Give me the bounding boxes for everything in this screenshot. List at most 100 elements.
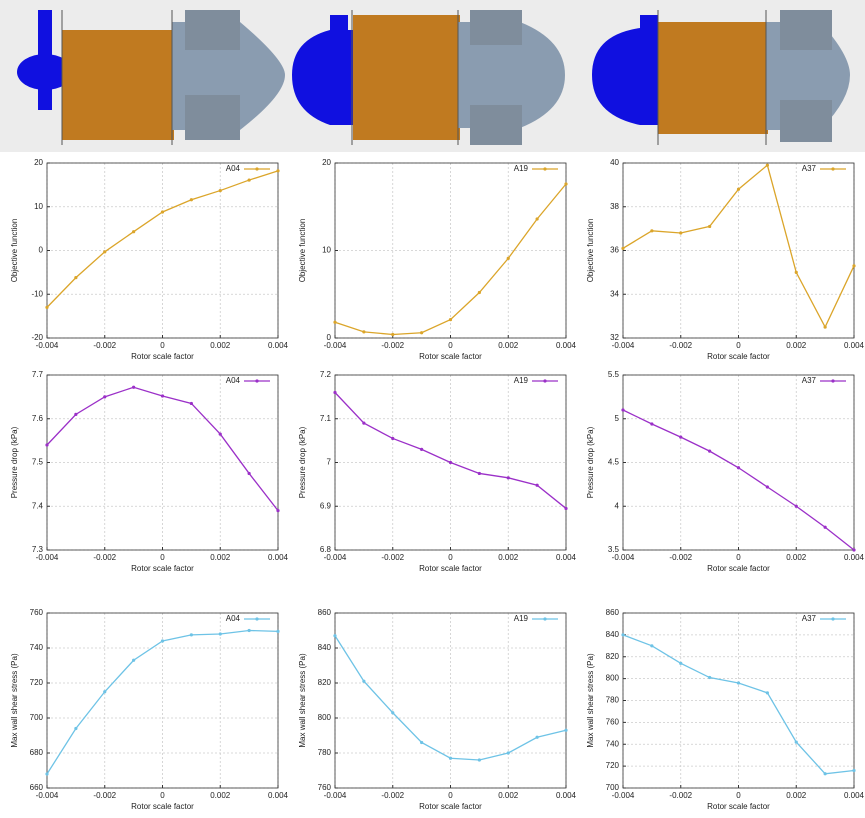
y-tick-label: 4	[615, 501, 620, 510]
point	[132, 386, 135, 389]
y-tick-label: 760	[318, 783, 332, 792]
y-tick-label: 820	[318, 678, 332, 687]
point	[333, 321, 336, 324]
y-tick-label: 760	[30, 608, 44, 617]
y-tick-label: 0	[327, 333, 332, 342]
point	[852, 548, 855, 551]
point	[621, 247, 624, 250]
y-axis-label: Max wall shear stress (Pa)	[298, 653, 307, 748]
y-tick-label: 700	[606, 783, 620, 792]
figure: -0.004 -0.002 0 0.002 0.004 -20 -10 0 10 20 Rotor …	[0, 0, 865, 818]
y-tick-label: 20	[322, 158, 331, 167]
y-axis-label: Objective function	[298, 219, 307, 283]
point	[708, 676, 711, 679]
y-tick-label: 860	[318, 608, 332, 617]
point	[507, 476, 510, 479]
y-tick-label: 3.5	[608, 545, 620, 554]
x-tick-label: 0	[736, 341, 741, 350]
point	[362, 680, 365, 683]
point	[362, 330, 365, 333]
y-tick-label: 740	[30, 643, 44, 652]
point	[420, 448, 423, 451]
y-tick-label: -10	[31, 289, 43, 298]
x-tick-label: 0.002	[210, 553, 231, 562]
point	[248, 178, 251, 181]
point	[74, 727, 77, 730]
point	[795, 271, 798, 274]
x-tick-label: -0.004	[612, 553, 635, 562]
x-axis-label: Rotor scale factor	[707, 564, 770, 573]
point	[276, 509, 279, 512]
y-tick-label: 38	[610, 202, 619, 211]
point	[737, 188, 740, 191]
y-tick-label: 6.8	[320, 545, 332, 554]
x-tick-label: -0.004	[612, 341, 635, 350]
x-tick-label: 0.002	[210, 791, 231, 800]
y-tick-label: 6.9	[320, 501, 332, 510]
point	[190, 198, 193, 201]
chart: -0.004-0.00200.0020.00476078080082084086…	[298, 608, 576, 811]
point	[333, 634, 336, 637]
chart: -0.004-0.00200.0020.0047.37.47.57.67.7Ro…	[10, 370, 288, 573]
y-tick-label: 32	[610, 333, 619, 342]
point	[248, 629, 251, 632]
x-axis-label: Rotor scale factor	[707, 802, 770, 811]
point	[276, 169, 279, 172]
x-tick-label: 0	[448, 341, 453, 350]
x-tick-label: -0.004	[36, 553, 59, 562]
point	[852, 769, 855, 772]
point	[103, 690, 106, 693]
y-tick-label: 740	[606, 739, 620, 748]
point	[852, 264, 855, 267]
y-tick-label: 36	[610, 246, 619, 255]
render-a19	[292, 10, 565, 145]
x-axis-label: Rotor scale factor	[131, 352, 194, 361]
x-tick-label: 0.004	[556, 553, 577, 562]
point	[219, 632, 222, 635]
legend-marker	[831, 167, 834, 170]
chart: -0.004-0.00200.0020.0043.544.555.5Rotor …	[586, 370, 864, 573]
point	[650, 644, 653, 647]
point	[45, 772, 48, 775]
x-tick-label: -0.002	[669, 553, 692, 562]
y-axis-label: Pressure drop (kPa)	[586, 426, 595, 498]
point	[478, 472, 481, 475]
y-tick-label: 720	[30, 678, 44, 687]
point	[564, 729, 567, 732]
y-tick-label: 7.3	[32, 545, 44, 554]
legend-label: A37	[802, 614, 817, 623]
point	[190, 402, 193, 405]
x-tick-label: -0.002	[381, 553, 404, 562]
point	[449, 461, 452, 464]
point	[650, 229, 653, 232]
point	[478, 758, 481, 761]
legend-marker	[543, 379, 546, 382]
x-tick-label: 0	[448, 553, 453, 562]
point	[650, 422, 653, 425]
point	[219, 432, 222, 435]
y-tick-label: 700	[30, 713, 44, 722]
point	[74, 413, 77, 416]
point	[449, 757, 452, 760]
point	[536, 217, 539, 220]
point	[132, 659, 135, 662]
point	[679, 436, 682, 439]
point	[478, 291, 481, 294]
y-tick-label: -20	[31, 333, 43, 342]
point	[420, 741, 423, 744]
x-tick-label: 0.004	[556, 341, 577, 350]
chart: -0.004-0.00200.0020.00470072074076078080…	[586, 608, 864, 811]
point	[621, 633, 624, 636]
point	[161, 639, 164, 642]
renders	[0, 0, 865, 152]
x-tick-label: -0.004	[36, 791, 59, 800]
point	[391, 711, 394, 714]
y-tick-label: 7	[327, 458, 332, 467]
point	[621, 408, 624, 411]
y-tick-label: 760	[606, 717, 620, 726]
y-tick-label: 10	[34, 202, 43, 211]
point	[74, 276, 77, 279]
y-tick-label: 780	[318, 748, 332, 757]
x-tick-label: 0	[160, 553, 165, 562]
